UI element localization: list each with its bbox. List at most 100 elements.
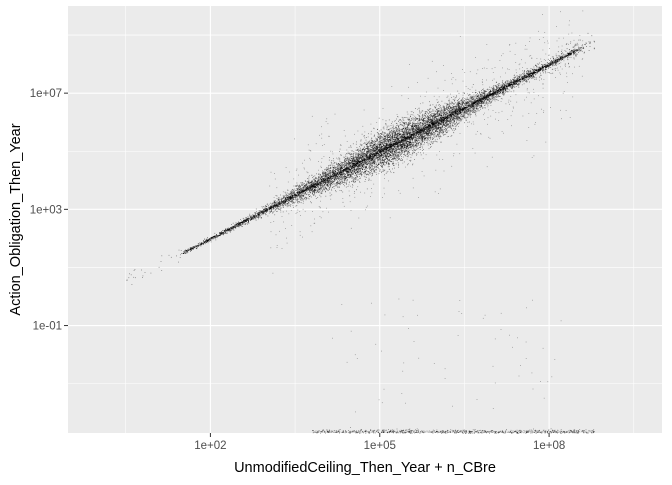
data-point — [462, 101, 463, 102]
data-point — [298, 201, 299, 202]
data-point — [389, 166, 390, 167]
data-point — [353, 157, 354, 158]
data-point — [454, 119, 455, 120]
data-point — [376, 163, 377, 164]
data-point — [361, 175, 362, 176]
data-point — [471, 100, 472, 101]
data-point — [375, 165, 376, 166]
data-point — [405, 128, 406, 129]
data-point — [523, 81, 524, 82]
data-point — [498, 83, 499, 84]
data-point — [376, 174, 377, 175]
data-point — [353, 161, 354, 162]
data-point — [317, 189, 318, 190]
data-point — [476, 95, 477, 96]
data-point — [254, 212, 255, 213]
data-point — [330, 174, 331, 175]
data-point — [423, 153, 424, 154]
data-point — [392, 169, 393, 170]
data-point — [558, 64, 559, 65]
data-point — [456, 123, 457, 124]
data-point — [383, 169, 384, 170]
data-point — [350, 156, 351, 157]
data-point — [506, 91, 507, 92]
data-point — [528, 77, 529, 78]
data-point — [333, 161, 334, 162]
data-point — [436, 113, 437, 114]
data-point — [357, 154, 358, 155]
data-point — [442, 129, 443, 130]
data-point — [362, 134, 363, 135]
data-point — [362, 153, 363, 154]
data-point — [332, 183, 333, 184]
data-point — [366, 137, 367, 138]
data-point — [421, 139, 422, 140]
data-point — [440, 136, 441, 137]
data-point — [377, 145, 378, 146]
data-point — [405, 117, 406, 118]
data-point — [471, 111, 472, 112]
data-point — [374, 144, 375, 145]
data-point — [564, 57, 565, 58]
data-point — [276, 195, 277, 196]
data-point — [294, 191, 295, 192]
data-point — [413, 152, 414, 153]
data-point — [426, 121, 427, 122]
data-point — [368, 150, 369, 151]
data-point — [367, 168, 368, 169]
data-point — [356, 155, 357, 156]
data-point — [365, 173, 366, 174]
data-point — [422, 148, 423, 149]
data-point — [410, 147, 411, 148]
data-point — [471, 103, 472, 104]
data-point — [336, 164, 337, 165]
data-point — [419, 118, 420, 119]
data-point — [456, 120, 457, 121]
data-point — [376, 162, 377, 163]
data-point — [360, 178, 361, 179]
data-point — [422, 119, 423, 120]
data-point — [353, 155, 354, 156]
data-point — [429, 111, 430, 112]
data-point — [486, 91, 487, 92]
data-point — [556, 55, 557, 56]
data-point — [416, 139, 417, 140]
data-point — [492, 89, 493, 90]
data-point — [285, 205, 286, 206]
data-point — [215, 240, 216, 241]
data-point — [258, 217, 259, 218]
data-point — [230, 232, 231, 233]
data-point — [398, 155, 399, 156]
data-point — [490, 103, 491, 104]
data-point — [361, 153, 362, 154]
data-point — [312, 189, 313, 190]
data-point — [400, 147, 401, 148]
data-point — [402, 122, 403, 123]
data-point — [437, 134, 438, 135]
data-point — [401, 151, 402, 152]
data-point — [325, 187, 326, 188]
data-point — [333, 165, 334, 166]
data-point — [311, 197, 312, 198]
data-point — [403, 154, 404, 155]
data-point — [429, 143, 430, 144]
data-point — [342, 179, 343, 180]
data-point — [363, 173, 364, 174]
data-point — [448, 136, 449, 137]
data-point — [363, 152, 364, 153]
data-point — [292, 200, 293, 201]
data-point — [353, 143, 354, 144]
data-point — [384, 133, 385, 134]
data-point — [440, 131, 441, 132]
data-point — [479, 107, 480, 108]
data-point — [373, 147, 374, 148]
data-point — [484, 92, 485, 93]
data-point — [316, 173, 317, 174]
data-point — [449, 103, 450, 104]
data-point — [336, 177, 337, 178]
data-point — [372, 175, 373, 176]
data-point — [430, 112, 431, 113]
data-point — [298, 187, 299, 188]
data-point — [463, 112, 464, 113]
data-point — [386, 158, 387, 159]
